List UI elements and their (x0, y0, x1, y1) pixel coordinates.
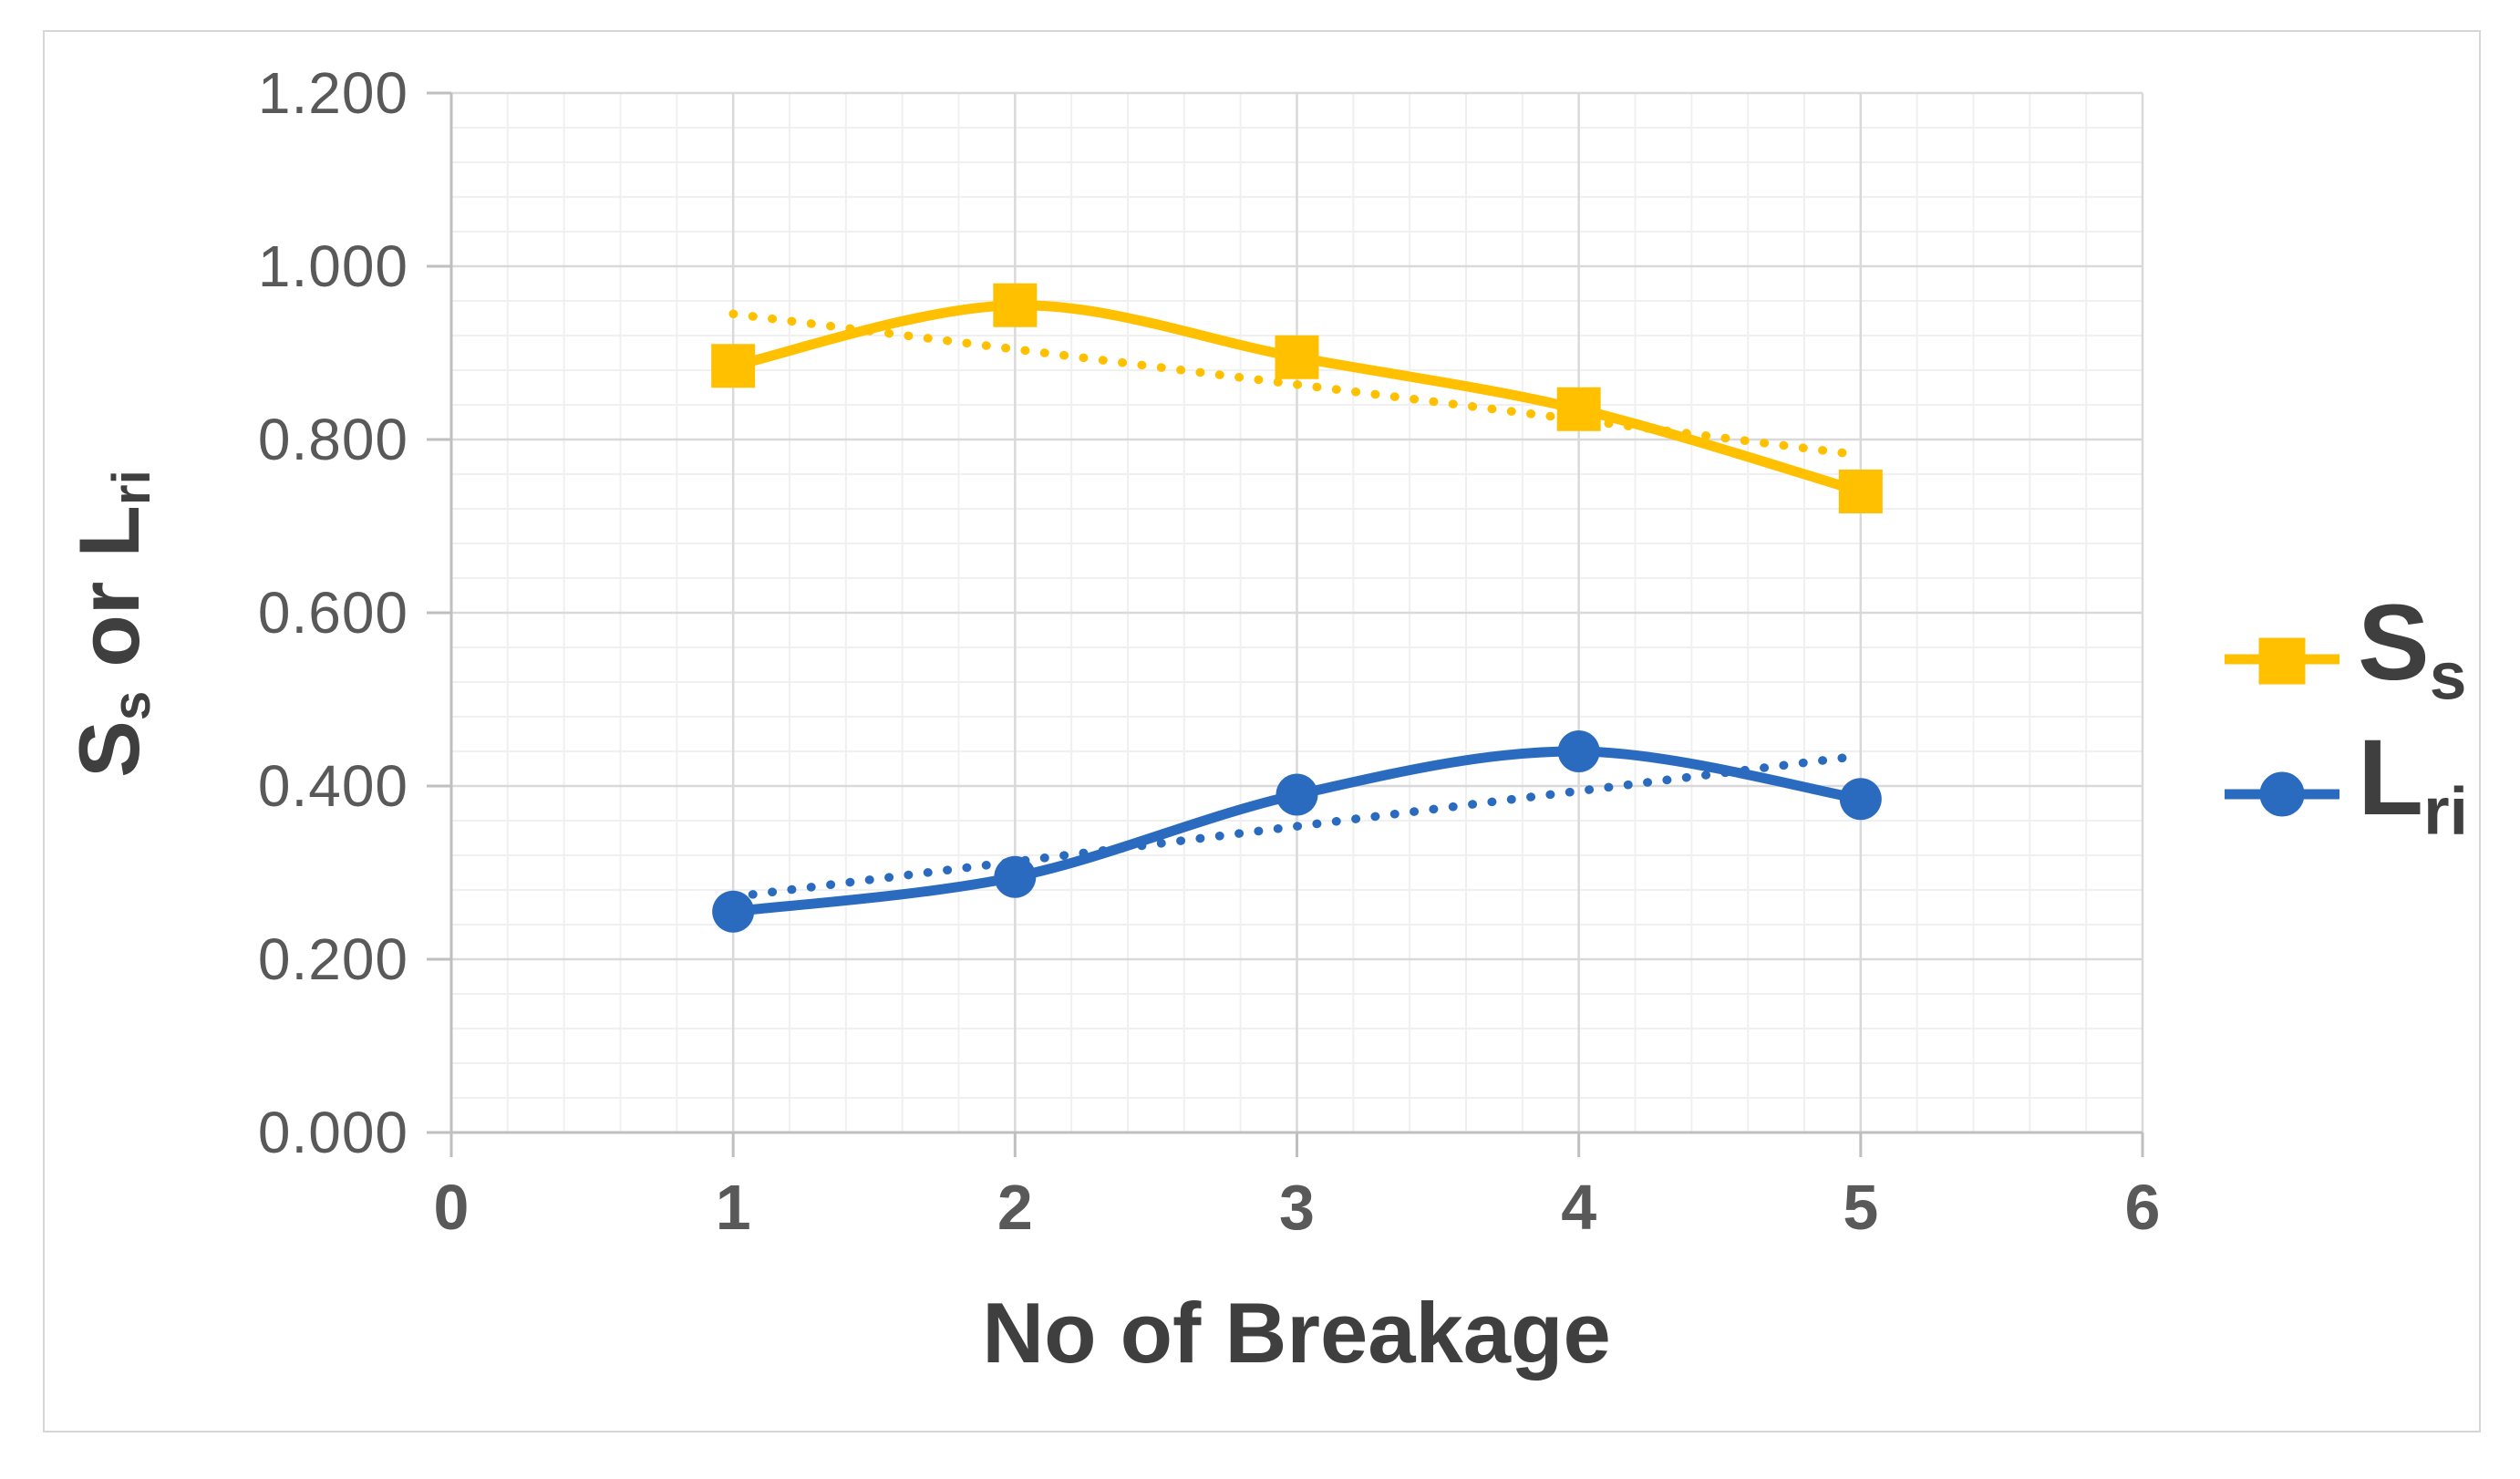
legend-marker-circle-icon (2225, 771, 2339, 817)
legend-label-ss: Ss (2358, 582, 2467, 714)
chart-frame-border (43, 30, 2481, 1432)
legend-label-lri: Lri (2358, 717, 2468, 849)
x-tick-label: 2 (997, 1172, 1033, 1243)
x-tick-label: 3 (1279, 1172, 1315, 1243)
y-tick-label: 1.000 (257, 233, 408, 299)
legend: Ss Lri (2225, 588, 2468, 859)
x-tick-label: 1 (715, 1172, 751, 1243)
y-tick-label: 0.600 (257, 580, 408, 646)
x-axis-title: No of Breakage (982, 1285, 1611, 1381)
x-tick-label: 4 (1561, 1172, 1597, 1243)
x-tick-label: 0 (433, 1172, 470, 1243)
y-tick-label: 1.200 (257, 60, 408, 126)
legend-item-ss: Ss (2225, 588, 2468, 724)
legend-marker-square-icon (2225, 637, 2339, 685)
y-tick-label: 0.200 (257, 926, 408, 992)
y-axis-title: Ss or Lri (60, 470, 162, 778)
y-tick-label: 0.000 (257, 1100, 408, 1165)
y-tick-label: 0.800 (257, 407, 408, 472)
y-tick-label: 0.400 (257, 753, 408, 819)
legend-item-lri: Lri (2225, 723, 2468, 859)
x-tick-label: 5 (1843, 1172, 1879, 1243)
x-tick-label: 6 (2124, 1172, 2161, 1243)
